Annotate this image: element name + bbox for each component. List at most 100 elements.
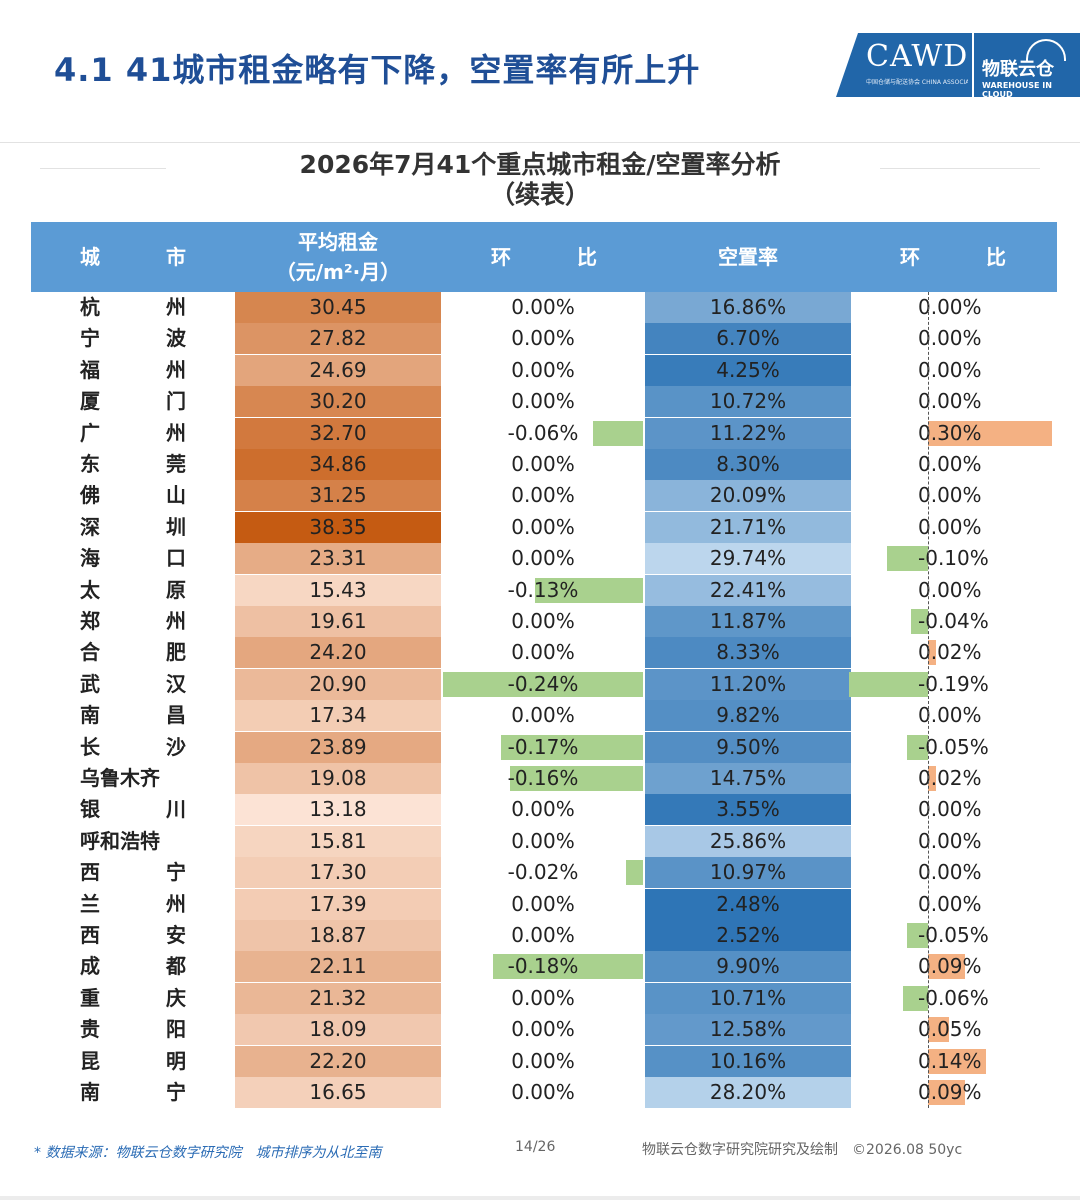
rent-heat-cell	[235, 920, 441, 951]
table-row: 长沙 23.89 -0.17% 9.50% -0.05%	[0, 731, 1080, 763]
vacancy-change: 0.00%	[918, 326, 982, 351]
city-name: 福州	[80, 357, 186, 382]
table-row: 西宁 17.30 -0.02% 10.97% 0.00%	[0, 857, 1080, 889]
average-rent: 21.32	[309, 985, 367, 1010]
rent-change: 0.00%	[511, 514, 575, 539]
source-note: * 数据来源：物联云仓数字研究院 城市排序为从北至南	[34, 1145, 382, 1161]
vacancy-heat-cell	[645, 543, 851, 575]
city-name: 厦门	[80, 389, 186, 414]
table-row: 呼和浩特 15.81 0.00% 25.86% 0.00%	[0, 825, 1080, 857]
vacancy-change: 0.00%	[918, 577, 982, 602]
rent-heat-cell	[235, 857, 441, 889]
vacancy-heat-cell	[645, 951, 851, 983]
average-rent: 18.87	[309, 923, 367, 947]
table-title: 2026年7月41个重点城市租金/空置率分析 （续表）	[0, 150, 1080, 210]
table-row: 西安 18.87 0.00% 2.52% -0.05%	[0, 920, 1080, 951]
city-name: 兰州	[80, 891, 186, 916]
vacancy-change-bar	[928, 420, 1052, 446]
page-number: 14/26	[515, 1139, 556, 1155]
vacancy-rate: 11.22%	[709, 420, 787, 445]
vacancy-rate: 6.70%	[716, 326, 780, 351]
table-row: 银川 13.18 0.00% 3.55% 0.00%	[0, 794, 1080, 826]
rent-heat-cell	[235, 982, 441, 1014]
rent-change: 0.00%	[511, 452, 575, 476]
page-title: 4.1 41城市租金略有下降，空置率有所上升	[54, 51, 701, 89]
rent-change: 0.00%	[511, 923, 575, 947]
vacancy-change-bar	[928, 954, 966, 980]
rent-change: 0.00%	[511, 483, 575, 508]
vacancy-rate: 2.48%	[716, 891, 780, 916]
rent-heat-cell	[235, 951, 441, 983]
vacancy-change: -0.05%	[918, 923, 989, 947]
header-divider	[0, 142, 1080, 143]
rent-heat-cell	[235, 386, 441, 418]
vacancy-heat-cell	[645, 794, 851, 826]
average-rent: 30.20	[309, 389, 367, 414]
rent-heat-cell	[235, 637, 441, 669]
title-rule-right	[880, 168, 1040, 169]
vacancy-change-bar	[928, 1017, 949, 1043]
table-row: 宁波 27.82 0.00% 6.70% 0.00%	[0, 323, 1080, 355]
table-row: 太原 15.43 -0.13% 22.41% 0.00%	[0, 574, 1080, 606]
city-name: 成都	[80, 954, 186, 979]
vacancy-rate: 2.52%	[716, 923, 780, 947]
table-row: 福州 24.69 0.00% 4.25% 0.00%	[0, 354, 1080, 386]
vacancy-heat-cell	[645, 323, 851, 355]
vacancy-change-bar	[849, 671, 928, 697]
table-title-line2: （续表）	[489, 180, 590, 209]
cawd-logo-text: CAWD	[866, 39, 969, 74]
rent-change: 0.00%	[511, 1048, 575, 1073]
header-rent-change: 环 比	[491, 245, 597, 269]
average-rent: 27.82	[309, 326, 367, 351]
rent-change: -0.24%	[507, 671, 579, 696]
vacancy-rate: 10.16%	[709, 1048, 787, 1073]
rent-heat-cell	[235, 417, 441, 449]
average-rent: 16.65	[309, 1080, 367, 1104]
vacancy-rate: 14.75%	[709, 766, 787, 790]
vacancy-heat-cell	[645, 763, 851, 794]
vacancy-change-bar	[928, 1048, 986, 1074]
rent-heat-cell	[235, 700, 441, 732]
vacancy-change: 0.00%	[918, 797, 982, 822]
vacancy-change: 0.14%	[918, 1048, 982, 1073]
city-name: 广州	[80, 420, 186, 445]
vacancy-rate: 22.41%	[709, 577, 787, 602]
vacancy-change: -0.04%	[918, 609, 989, 633]
rent-change: 0.00%	[511, 609, 575, 633]
city-name: 长沙	[80, 734, 186, 759]
vacancy-change: 0.30%	[918, 420, 982, 445]
average-rent: 17.30	[309, 860, 367, 885]
vacancy-rate: 11.20%	[709, 671, 787, 696]
table-row: 重庆 21.32 0.00% 10.71% -0.06%	[0, 982, 1080, 1014]
average-rent: 15.81	[309, 828, 367, 853]
vacancy-change: 0.05%	[918, 1017, 982, 1042]
average-rent: 19.08	[309, 766, 367, 790]
average-rent: 20.90	[309, 671, 367, 696]
city-name: 太原	[80, 577, 186, 602]
table-row: 南昌 17.34 0.00% 9.82% 0.00%	[0, 700, 1080, 732]
rent-change: 0.00%	[511, 357, 575, 382]
average-rent: 13.18	[309, 797, 367, 822]
city-name: 西宁	[80, 860, 186, 885]
rent-heat-cell	[235, 574, 441, 606]
vacancy-change-bar	[907, 923, 928, 948]
city-name: 南宁	[80, 1080, 186, 1104]
city-name: 银川	[80, 797, 186, 822]
vacancy-heat-cell	[645, 920, 851, 951]
rent-heat-cell	[235, 794, 441, 826]
vacancy-change: 0.00%	[918, 828, 982, 853]
rent-heat-cell	[235, 1045, 441, 1077]
average-rent: 22.11	[309, 954, 367, 979]
vacancy-rate: 11.87%	[709, 609, 787, 633]
rent-heat-cell	[235, 323, 441, 355]
rent-heat-cell	[235, 292, 441, 323]
vacancy-rate: 10.97%	[709, 860, 787, 885]
rent-heat-cell	[235, 543, 441, 575]
rent-change-bar	[509, 766, 643, 791]
average-rent: 32.70	[309, 420, 367, 445]
vacancy-heat-cell	[645, 511, 851, 543]
table-row: 深圳 38.35 0.00% 21.71% 0.00%	[0, 511, 1080, 543]
footer-divider	[0, 1196, 1080, 1200]
rent-heat-cell	[235, 888, 441, 920]
average-rent: 38.35	[309, 514, 367, 539]
